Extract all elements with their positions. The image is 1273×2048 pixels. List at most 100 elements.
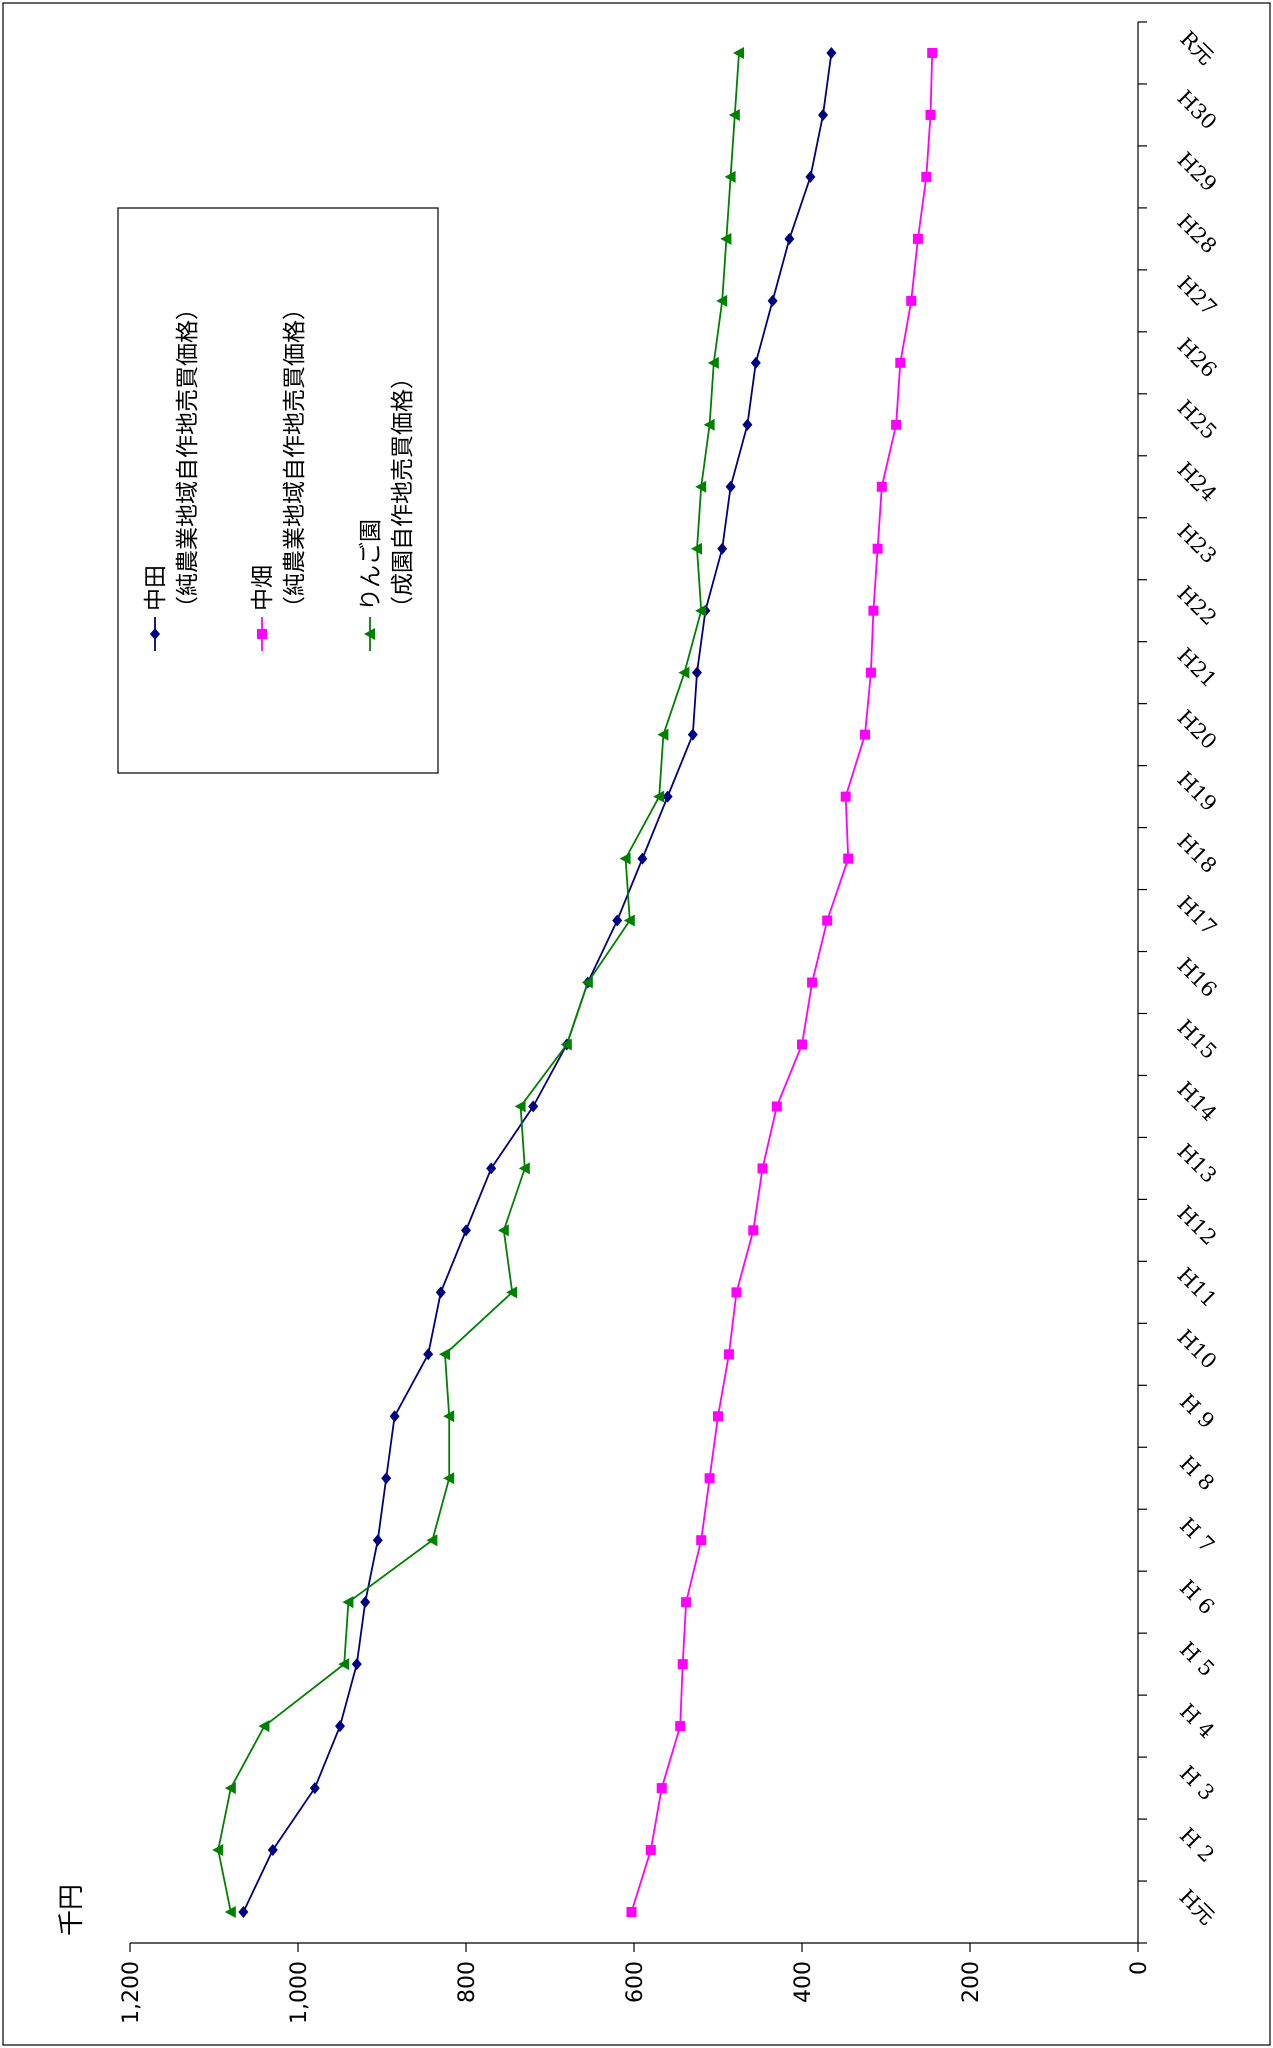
data-point (497, 1224, 509, 1237)
data-point (724, 170, 736, 183)
data-point (677, 1659, 688, 1670)
data-point (309, 1782, 320, 1795)
data-point (224, 1782, 236, 1795)
data-point (656, 1783, 667, 1794)
data-point (257, 629, 267, 639)
data-point (514, 1100, 526, 1113)
data-point (581, 976, 593, 989)
data-point (372, 1534, 383, 1547)
data-point (335, 1720, 345, 1733)
data-point (224, 1906, 236, 1919)
legend-sublabel: （成園自作地売買価格） (390, 366, 416, 619)
data-point (623, 914, 635, 927)
data-point (662, 790, 673, 803)
data-point (439, 1348, 450, 1361)
data-point (681, 1597, 692, 1608)
data-point (784, 232, 795, 245)
data-point (637, 852, 648, 865)
data-point (733, 46, 744, 59)
data-point (612, 914, 623, 927)
data-point (150, 628, 160, 640)
data-point (619, 852, 631, 865)
data-point (895, 357, 906, 368)
data-point (771, 1101, 782, 1112)
data-point (921, 171, 932, 182)
value-tick-label: 800 (455, 1961, 480, 2003)
legend: 中田 （純農業地域自作地売買価格） 中畑 （純農業地域自作地売買価格） りんご園 （成園自… (117, 207, 439, 774)
data-point (731, 1287, 742, 1298)
value-tick-label: 200 (959, 1961, 984, 2003)
data-point (381, 1472, 392, 1485)
data-point (716, 294, 728, 307)
data-point (238, 1906, 249, 1919)
data-point (906, 295, 917, 306)
legend-item-2: 中畑 （純農業地域自作地売買価格） (250, 297, 308, 651)
series-3 (212, 46, 744, 1919)
data-point (678, 666, 690, 679)
legend-sublabel: （純農業地域自作地売買価格） (175, 297, 201, 619)
data-point (720, 232, 732, 245)
data-point (212, 1844, 224, 1857)
data-point (645, 1845, 656, 1856)
data-point (713, 1411, 723, 1422)
legend-sublabel: （純農業地域自作地売買価格） (282, 297, 308, 619)
data-point (528, 1100, 539, 1113)
data-point (818, 108, 828, 121)
data-point (267, 1844, 278, 1857)
data-point (653, 790, 665, 803)
data-point (723, 1349, 734, 1360)
data-point (822, 915, 833, 926)
data-point (518, 1162, 530, 1175)
legend-item-3: りんご園 （成園自作地売買価格） (358, 366, 416, 651)
data-point (826, 46, 837, 59)
data-point (728, 108, 740, 121)
data-point (486, 1162, 497, 1175)
legend-box (117, 207, 439, 774)
data-point (912, 233, 923, 244)
data-point (338, 1658, 350, 1671)
data-point (258, 1720, 270, 1733)
data-point (443, 1410, 455, 1423)
data-point (704, 1473, 715, 1484)
data-point (757, 1163, 768, 1174)
value-tick-label: 400 (791, 1961, 816, 2003)
data-point (840, 791, 851, 802)
value-tick-label: 1,000 (287, 1961, 312, 2024)
legend-item-1: 中田 （純農業地域自作地売買価格） (143, 297, 201, 651)
data-point (443, 1472, 455, 1485)
data-point (687, 728, 698, 741)
data-point (843, 853, 854, 864)
data-point (707, 356, 719, 369)
data-point (657, 728, 669, 741)
series-layer (212, 46, 938, 1919)
data-point (872, 543, 883, 554)
legend-label: 中田 (143, 565, 169, 611)
data-point (426, 1534, 438, 1547)
data-point (703, 418, 715, 431)
data-point (351, 1658, 362, 1671)
data-point (696, 1535, 707, 1546)
data-point (927, 47, 938, 58)
data-point (865, 667, 876, 678)
data-point (742, 418, 753, 431)
data-point (360, 1596, 371, 1609)
data-point (717, 542, 728, 555)
data-point (725, 480, 736, 493)
value-tick-label: 600 (623, 1961, 648, 2003)
data-point (797, 1039, 807, 1050)
data-point (860, 729, 870, 740)
data-point (692, 666, 702, 679)
data-point (891, 419, 902, 430)
series-2 (626, 47, 938, 1918)
data-point (925, 109, 936, 120)
data-point (342, 1596, 354, 1609)
value-tick-label: 1,200 (119, 1961, 144, 2024)
data-point (461, 1224, 471, 1237)
data-point (691, 542, 702, 555)
value-tick-label: 0 (1127, 1961, 1152, 1975)
data-point (626, 1907, 637, 1918)
data-point (695, 480, 707, 493)
data-point (389, 1410, 400, 1423)
data-point (876, 481, 887, 492)
